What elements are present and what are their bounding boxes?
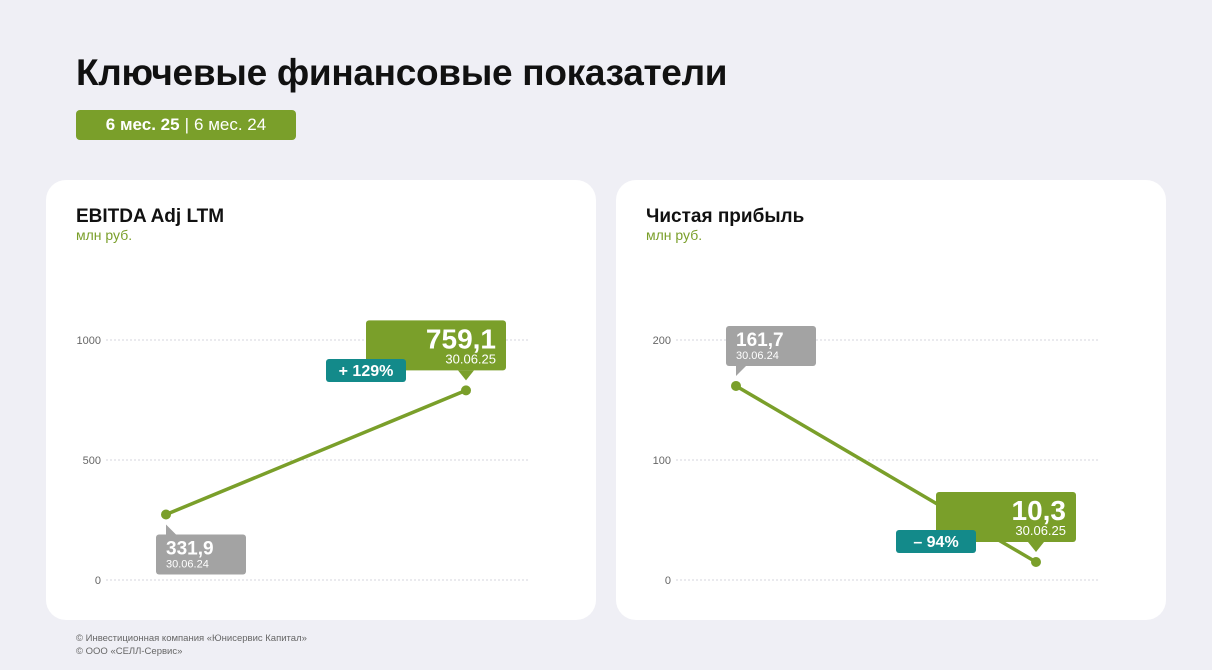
data-label-1: 759,130.06.25 xyxy=(366,320,506,381)
data-point-1 xyxy=(1031,557,1041,567)
data-label-date: 30.06.24 xyxy=(166,558,209,570)
y-tick-label: 0 xyxy=(95,575,101,587)
data-label-value: 10,3 xyxy=(1012,495,1067,526)
ebitda-chart-unit: млн руб. xyxy=(76,227,133,243)
data-label-box xyxy=(156,534,246,575)
period-separator: | xyxy=(184,115,190,134)
change-badge-box xyxy=(896,530,976,553)
data-label-pointer xyxy=(1028,542,1044,552)
data-label-0: 331,930.06.24 xyxy=(156,524,246,575)
period-current: 6 мес. 25 xyxy=(105,115,180,134)
data-label-pointer xyxy=(736,365,746,376)
period-previous: 6 мес. 24 xyxy=(194,115,267,134)
footer-line-1: © Инвестиционная компания «Юнисервис Кап… xyxy=(76,633,307,644)
y-tick-label: 500 xyxy=(83,455,101,467)
data-label-date: 30.06.25 xyxy=(445,351,496,366)
data-label-value: 161,7 xyxy=(736,330,784,351)
y-tick-label: 100 xyxy=(653,455,671,467)
period-badge: 6 мес. 25 | 6 мес. 24 xyxy=(76,110,296,140)
y-tick-label: 0 xyxy=(665,575,671,587)
data-label-date: 30.06.24 xyxy=(736,350,779,362)
data-label-box xyxy=(726,325,816,366)
ebitda-chart-title: EBITDA Adj LTM xyxy=(76,206,225,227)
data-label-pointer xyxy=(166,524,176,535)
data-point-0 xyxy=(731,380,741,391)
change-badge-text: – 94% xyxy=(913,534,958,551)
y-tick-label: 200 xyxy=(653,335,671,347)
data-point-0 xyxy=(161,509,171,520)
series-line xyxy=(164,388,468,517)
net-profit-card: Чистая прибыль млн руб. 0 100 200 161,7 30.0… xyxy=(616,180,1166,620)
data-point-1 xyxy=(461,385,471,396)
footer: © Инвестиционная компания «Юнисервис Кап… xyxy=(76,632,307,658)
data-label-box xyxy=(366,320,506,371)
data-label-pointer xyxy=(458,370,474,381)
data-label-value: 759,1 xyxy=(426,323,496,354)
net-profit-chart-unit: млн руб. xyxy=(646,227,703,243)
change-badge-box xyxy=(326,359,406,382)
data-label-1: 10,330.06.25 xyxy=(936,492,1076,552)
y-tick-label: 1000 xyxy=(77,335,101,347)
change-badge: – 94% xyxy=(896,530,976,553)
ebitda-card: EBITDA Adj LTM млн руб. 0 500 1000 331,9 30.… xyxy=(46,180,596,620)
page-title: Ключевые финансовые показатели xyxy=(76,52,728,93)
data-label-0: 161,730.06.24 xyxy=(726,325,816,376)
data-label-value: 331,9 xyxy=(166,538,214,559)
footer-line-2: © ООО «СЕЛЛ-Сервис» xyxy=(76,646,183,657)
data-label-box xyxy=(936,492,1076,542)
data-label-date: 30.06.25 xyxy=(1015,523,1066,538)
change-badge: + 129% xyxy=(326,359,406,382)
change-badge-text: + 129% xyxy=(339,363,394,380)
net-profit-chart-title: Чистая прибыль xyxy=(646,206,805,227)
